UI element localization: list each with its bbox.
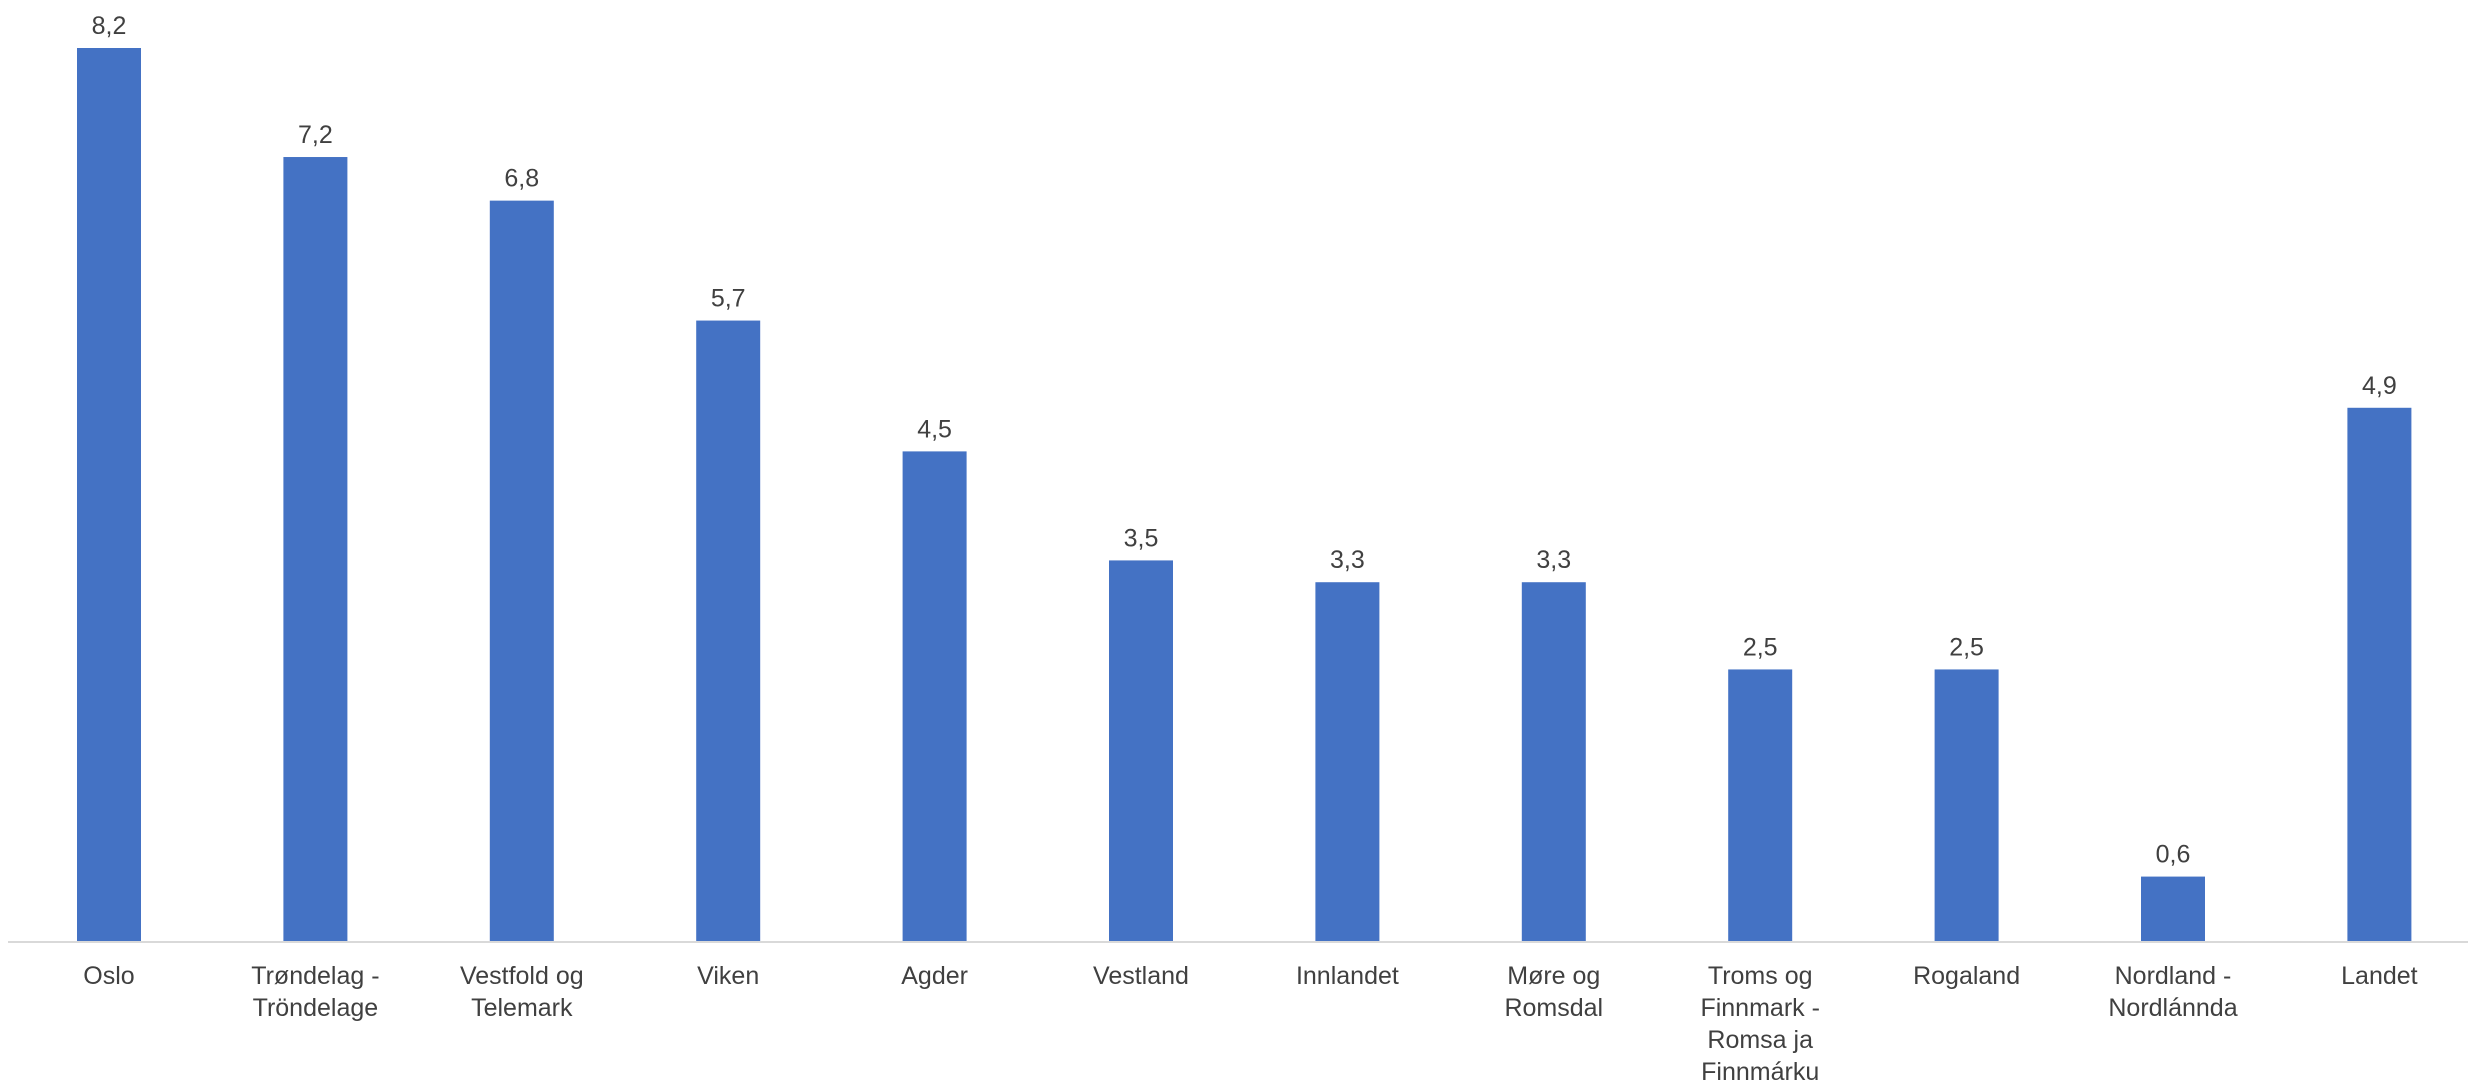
category-label-line: Landet <box>2341 962 2418 990</box>
value-label-11: 4,9 <box>2362 372 2397 400</box>
bar-0 <box>77 48 141 942</box>
bar-7 <box>1521 582 1586 942</box>
value-label-9: 2,5 <box>1949 633 1984 661</box>
category-label-7: Møre og Romsdal <box>1504 962 1603 1022</box>
category-label-line: Rogaland <box>1913 962 2020 990</box>
category-label-1: Trøndelag - Tröndelage <box>251 962 379 1022</box>
value-label-10: 0,6 <box>2156 841 2191 869</box>
category-label-8: Troms og Finnmark - Romsa ja Finnmárku <box>1700 962 1819 1086</box>
bar-5 <box>1109 560 1173 942</box>
category-label-line: Møre og <box>1507 962 1600 990</box>
category-label-line: Tröndelage <box>253 994 379 1022</box>
category-label-5: Vestland <box>1093 962 1189 990</box>
category-label-4: Agder <box>901 962 968 990</box>
value-label-1: 7,2 <box>298 121 333 149</box>
value-label-4: 4,5 <box>917 415 952 443</box>
bars-group <box>77 48 2412 942</box>
value-label-0: 8,2 <box>92 12 127 40</box>
category-label-line: Troms og <box>1708 962 1813 990</box>
category-label-line: Vestland <box>1093 962 1189 990</box>
category-label-11: Landet <box>2341 962 2418 990</box>
bar-2 <box>489 200 554 942</box>
category-label-line: Telemark <box>471 994 573 1022</box>
value-label-6: 3,3 <box>1330 546 1365 574</box>
bar-4 <box>902 451 967 942</box>
bar-3 <box>696 320 761 942</box>
bar-9 <box>1934 669 1999 942</box>
category-label-line: Nordland - <box>2115 962 2232 990</box>
category-label-line: Innlandet <box>1296 962 1399 990</box>
category-label-2: Vestfold og Telemark <box>460 962 584 1022</box>
value-label-8: 2,5 <box>1743 633 1778 661</box>
bar-1 <box>283 157 348 942</box>
category-label-line: Agder <box>901 962 968 990</box>
category-label-line: Vestfold og <box>460 962 584 990</box>
bar-6 <box>1315 582 1380 942</box>
category-label-6: Innlandet <box>1296 962 1399 990</box>
category-label-line: Romsa ja <box>1707 1026 1813 1054</box>
category-labels-group: Oslo Trøndelag - Tröndelage Vestfold og Tele… <box>83 962 2417 1086</box>
value-labels-group: 8,2 7,2 6,8 5,7 4,5 3,5 3,3 3,3 2,5 2,5 0,6 4,9 <box>92 12 2397 869</box>
category-label-line: Finnmark - <box>1700 994 1819 1022</box>
value-label-3: 5,7 <box>711 285 746 313</box>
bar-8 <box>1728 669 1793 942</box>
category-label-line: Oslo <box>83 962 134 990</box>
category-label-0: Oslo <box>83 962 134 990</box>
category-label-line: Nordlánnda <box>2108 994 2237 1022</box>
bar-11 <box>2347 407 2412 942</box>
category-label-line: Viken <box>697 962 759 990</box>
category-label-10: Nordland - Nordlánnda <box>2108 962 2237 1022</box>
value-label-5: 3,5 <box>1124 524 1159 552</box>
category-label-3: Viken <box>697 962 759 990</box>
value-label-2: 6,8 <box>504 165 539 193</box>
category-label-9: Rogaland <box>1913 962 2020 990</box>
bar-10 <box>2141 876 2205 942</box>
category-label-line: Trøndelag - <box>251 962 379 990</box>
value-label-7: 3,3 <box>1536 546 1571 574</box>
category-label-line: Finnmárku <box>1701 1058 1819 1086</box>
category-label-line: Romsdal <box>1504 994 1603 1022</box>
